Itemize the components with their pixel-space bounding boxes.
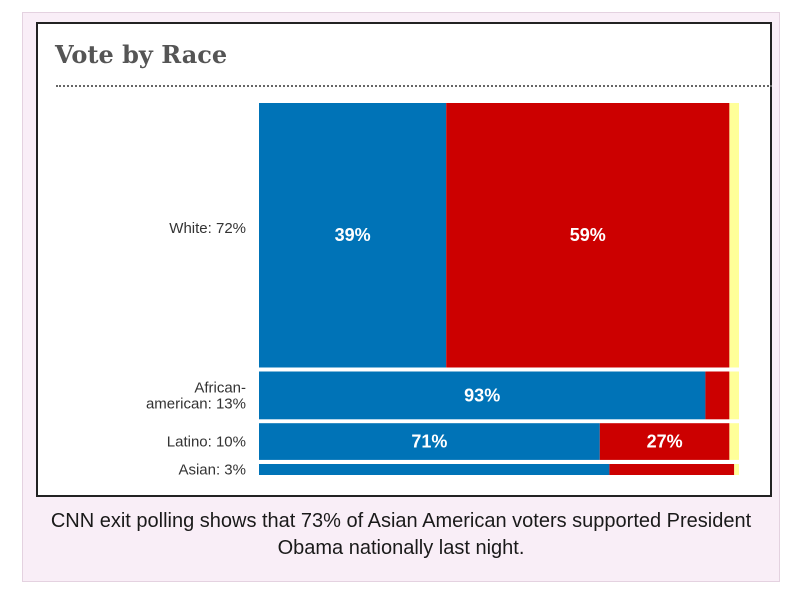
- category-label-1: African-american: 13%: [146, 379, 246, 412]
- data-label-0-0: 39%: [335, 225, 371, 245]
- data-label-2-1: 27%: [647, 432, 683, 452]
- data-label-2-0: 71%: [411, 432, 447, 452]
- chart-caption: CNN exit polling shows that 73% of Asian…: [50, 510, 752, 559]
- category-label-0: White: 72%: [169, 220, 246, 237]
- chart-title: Vote by Race: [55, 40, 228, 69]
- bar-segment-0-2: [729, 103, 739, 368]
- category-label-3: Asian: 3%: [178, 462, 246, 479]
- data-label-1-0: 93%: [464, 385, 500, 405]
- bar-segment-1-2: [729, 371, 739, 420]
- title-divider: [56, 85, 772, 87]
- bar-segment-2-1: [599, 423, 730, 460]
- bar-segment-3-1: [609, 464, 735, 475]
- bar-segment-2-2: [729, 423, 739, 460]
- data-label-0-1: 59%: [570, 225, 606, 245]
- bar-segment-1-1: [705, 371, 730, 420]
- bar-segment-0-0: [259, 103, 447, 368]
- bar-segment-1-0: [259, 371, 706, 420]
- bar-segment-3-2: [734, 464, 739, 475]
- bar-segment-3-0: [259, 464, 610, 475]
- bar-segment-2-0: [259, 423, 600, 460]
- category-label-2: Latino: 10%: [167, 434, 246, 451]
- bar-segment-0-1: [446, 103, 730, 368]
